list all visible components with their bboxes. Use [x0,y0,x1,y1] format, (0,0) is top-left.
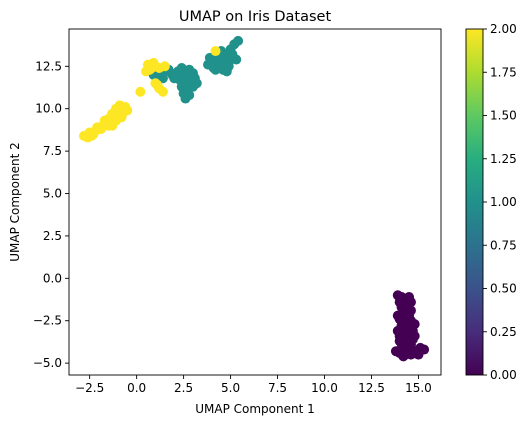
data-point [210,46,221,57]
y-tick-label: 7.5 [43,144,62,158]
y-tick-label: 12.5 [35,59,62,73]
y-tick-label: 5.0 [43,187,62,201]
plot-area-frame [68,28,442,376]
data-point [135,86,146,97]
data-point [390,346,401,357]
data-point [402,319,413,330]
data-point [182,69,193,80]
data-point [141,66,152,77]
data-point [218,49,229,60]
y-tick-label: 2.5 [43,229,62,243]
data-point [116,112,127,123]
y-tick-label: 0.0 [43,271,62,285]
x-tick-label: 12.5 [358,381,385,395]
data-point [413,349,424,360]
data-point [180,93,191,104]
data-point [231,54,242,65]
data-point [150,78,161,89]
x-tick-label: 0.0 [127,381,146,395]
y-tick-label: 10.0 [35,102,62,116]
y-tick-label: −2.5 [33,314,62,328]
data-point [203,59,214,70]
data-point [122,105,133,116]
colorbar-tick-label: 2.00 [490,22,517,36]
points-layer [79,35,430,362]
y-axis: −5.0 −2.5 0.0 2.5 5.0 7.5 10.0 12.5 [33,59,69,370]
data-point [107,120,118,131]
colorbar-tick-label: 1.50 [490,109,517,123]
colorbar-tick-label: 1.00 [490,195,517,209]
data-point [394,330,405,341]
y-axis-label: UMAP Component 2 [8,142,22,262]
data-point [99,115,110,126]
colorbar-axis: 0.00 0.25 0.50 0.75 1.00 1.25 1.50 1.75 2.00 [483,22,517,382]
colorbar-tick-label: 1.25 [490,152,517,166]
data-point [171,71,182,82]
colorbar-tick-label: 0.00 [490,368,517,382]
data-point [404,341,415,352]
x-tick-label: 7.5 [268,381,287,395]
y-tick-label: −5.0 [33,356,62,370]
colorbar [465,28,484,376]
colorbar-tick-label: 0.50 [490,282,517,296]
data-point [409,330,420,341]
colorbar-tick-label: 1.75 [490,65,517,79]
data-point [148,57,159,68]
data-point [191,78,202,89]
data-point [392,310,403,321]
data-point [405,297,416,308]
data-point [233,35,244,46]
x-tick-label: 10.0 [311,381,338,395]
data-point [212,56,223,67]
x-axis: −2.5 0.0 2.5 5.0 7.5 10.0 12.5 15.0 [75,375,432,395]
data-point [157,73,168,84]
data-point [88,129,99,140]
x-tick-label: −2.5 [75,381,104,395]
x-axis-label: UMAP Component 1 [195,402,315,416]
data-point [400,305,411,316]
x-tick-label: 15.0 [405,381,432,395]
chart-title: UMAP on Iris Dataset [179,9,332,25]
colorbar-tick-label: 0.25 [490,325,517,339]
data-point [114,100,125,111]
data-point [159,61,170,72]
data-point [409,319,420,330]
x-tick-label: 5.0 [221,381,240,395]
data-point [210,64,221,75]
x-tick-label: 2.5 [174,381,193,395]
data-point [221,66,232,77]
data-point [157,86,168,97]
colorbar-tick-label: 0.75 [490,238,517,252]
data-point [398,351,409,362]
